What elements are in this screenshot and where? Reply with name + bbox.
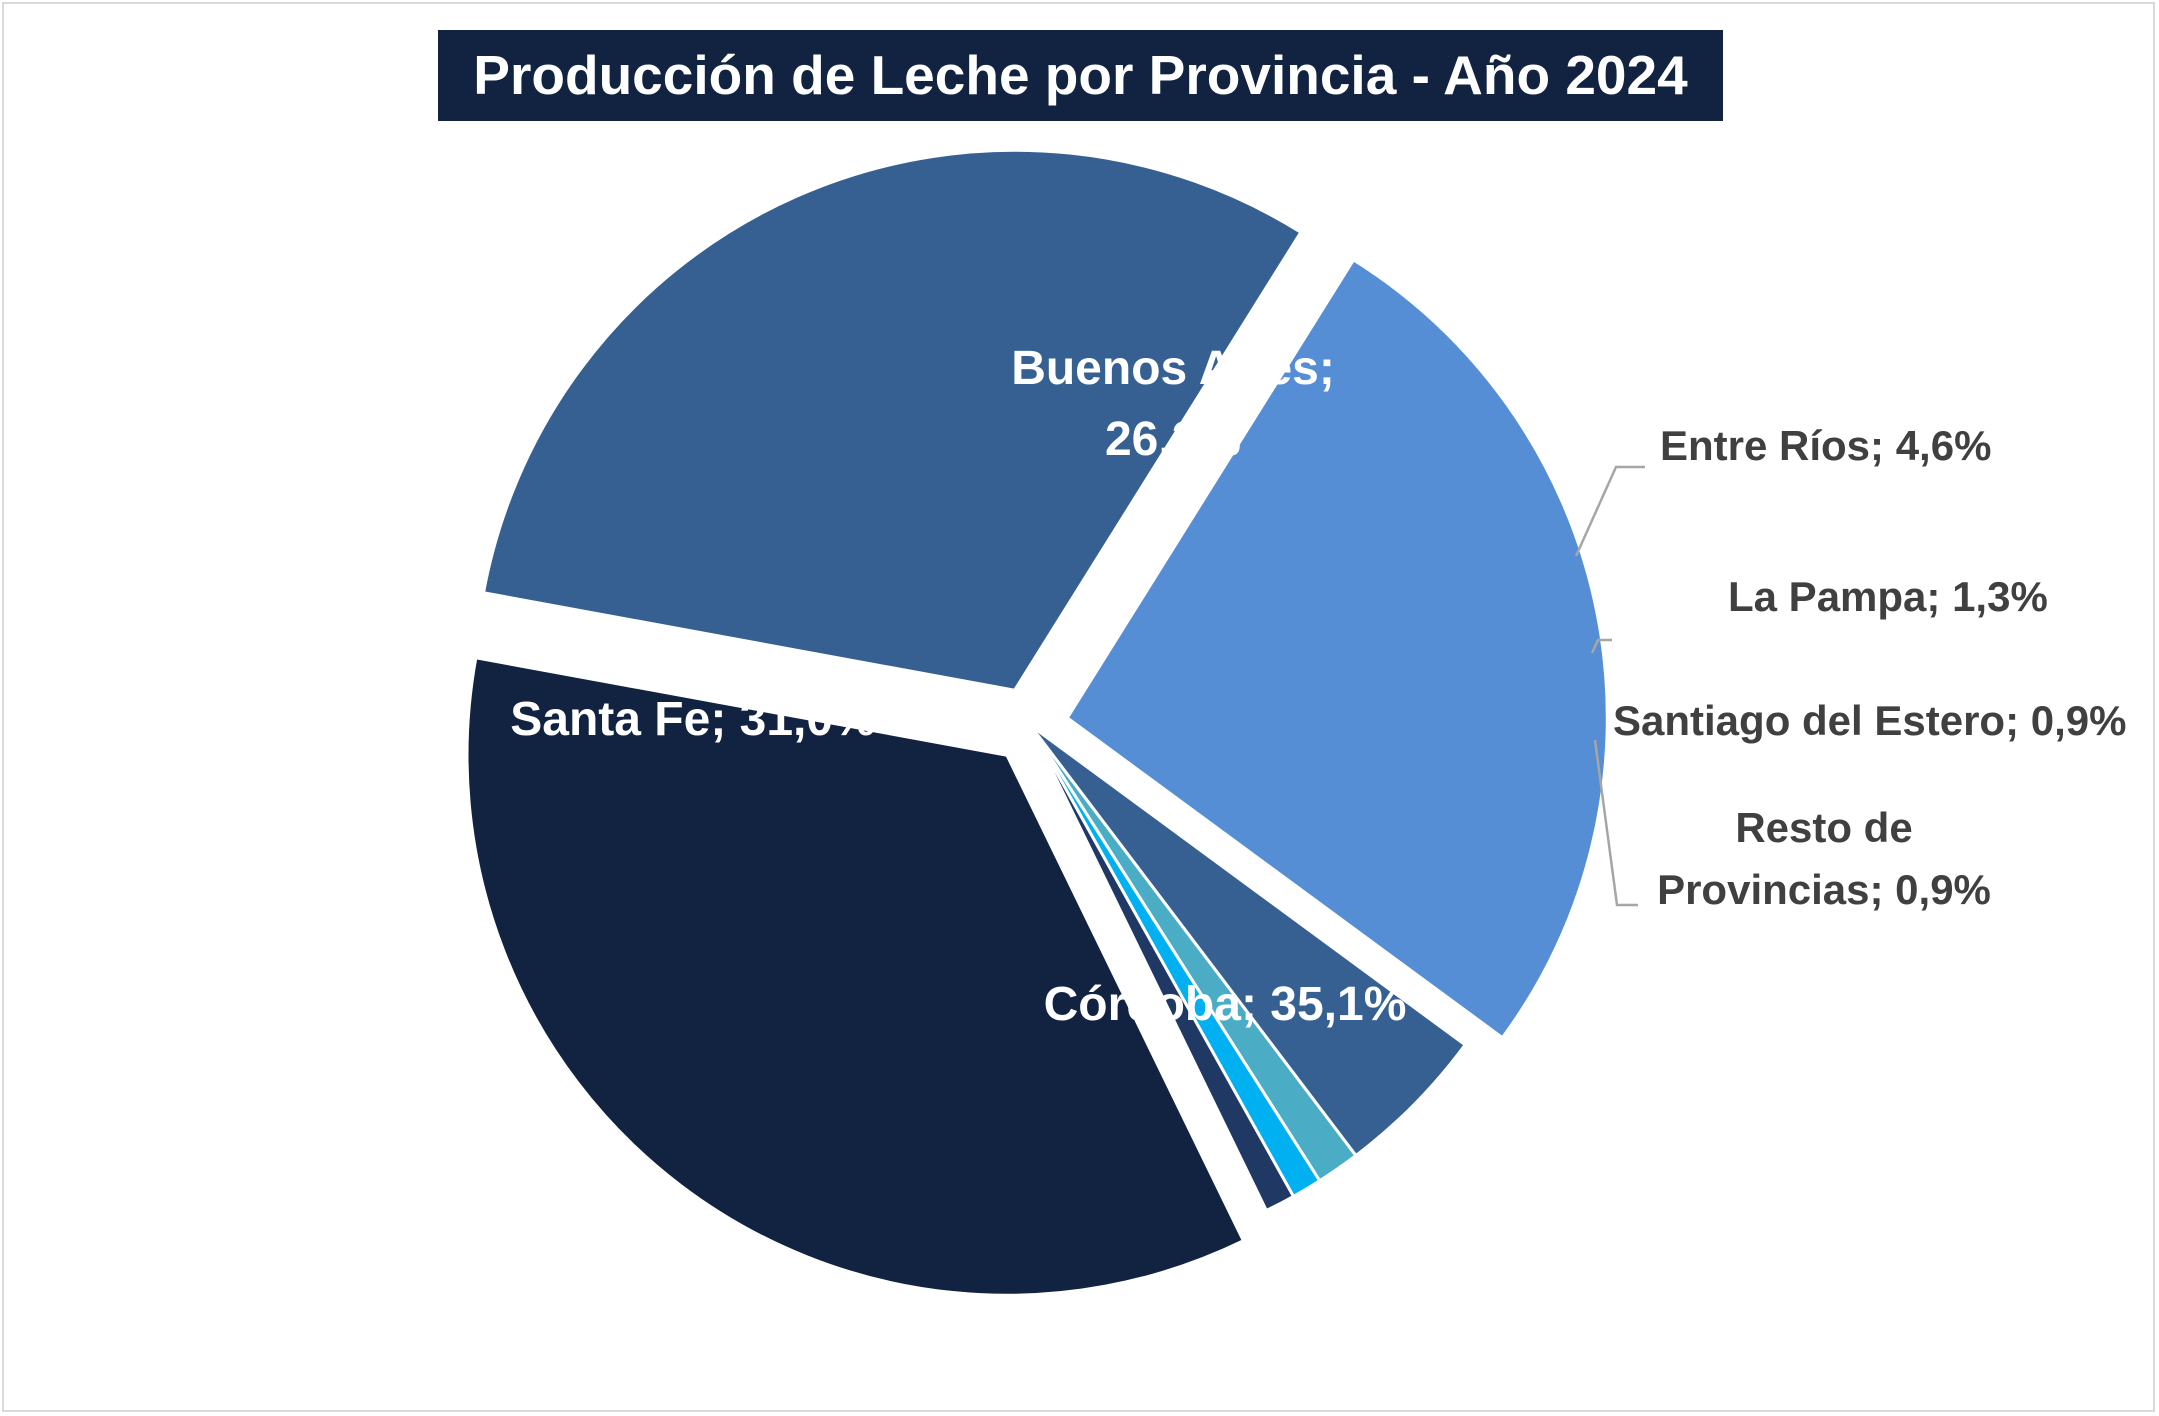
pie-slice-resto-de-provincias bbox=[1028, 724, 1296, 1213]
pie-slices bbox=[465, 148, 1609, 1297]
pie-slice-santa-fe bbox=[481, 148, 1303, 692]
leader-line-entre-ríos bbox=[1574, 465, 1645, 557]
pie-slice-entre-ríos bbox=[1028, 723, 1468, 1158]
data-label-santa-fe: Santa Fe; 31,0% bbox=[510, 693, 875, 746]
data-label-buenos-aires: Buenos Aires; bbox=[1011, 342, 1335, 395]
leader-line-la-pampa bbox=[1590, 638, 1612, 654]
data-label-resto-de-provincias: Resto de bbox=[1735, 804, 1912, 851]
data-label-santiago-del-estero: Santiago del Estero; 0,9% bbox=[1613, 697, 2126, 744]
data-label-entre-ríos: Entre Ríos; 4,6% bbox=[1660, 422, 1991, 469]
data-label-córdoba: Córdoba; 35,1% bbox=[1044, 978, 1407, 1031]
data-label-line2-resto-de-provincias: Provincias; 0,9% bbox=[1657, 866, 1991, 913]
data-label-la-pampa: La Pampa; 1,3% bbox=[1728, 573, 2048, 620]
pie-slice-buenos-aires bbox=[1065, 257, 1609, 1040]
data-label-line2-buenos-aires: 26,2% bbox=[1105, 413, 1241, 466]
chart-title: Producción de Leche por Provincia - Año … bbox=[438, 30, 1723, 121]
leader-lines bbox=[1574, 465, 1645, 907]
leader-line-resto-de-provincias bbox=[1593, 739, 1638, 907]
pie-slice-córdoba bbox=[465, 656, 1246, 1297]
pie-labels: Buenos Aires; 26,2% Entre Ríos; 4,6% La Pam… bbox=[510, 342, 2126, 1031]
